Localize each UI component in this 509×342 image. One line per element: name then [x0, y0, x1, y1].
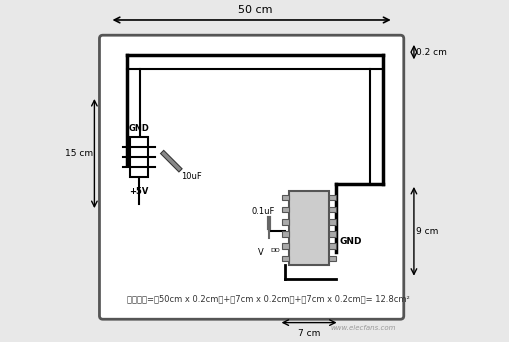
Text: www.elecfans.com: www.elecfans.com — [330, 325, 395, 331]
Text: 50 cm: 50 cm — [237, 5, 272, 15]
Text: 7 cm: 7 cm — [297, 329, 320, 338]
Bar — [281, 256, 288, 261]
Bar — [329, 207, 335, 212]
Bar — [281, 244, 288, 249]
Text: 10uF: 10uF — [180, 172, 201, 181]
Bar — [281, 231, 288, 237]
Bar — [130, 137, 148, 177]
Bar — [288, 191, 329, 265]
Bar — [329, 231, 335, 237]
Bar — [329, 244, 335, 249]
Text: 15 cm: 15 cm — [65, 149, 93, 158]
Bar — [329, 195, 335, 200]
Text: V: V — [258, 248, 264, 257]
Text: GND: GND — [339, 237, 361, 246]
Text: DD: DD — [270, 248, 279, 253]
FancyBboxPatch shape — [99, 35, 403, 319]
Text: +5V: +5V — [129, 187, 149, 196]
Bar — [281, 195, 288, 200]
Bar — [281, 219, 288, 225]
Text: 环路面积=（50cm x 0.2cm）+（7cm x 0.2cm）+（7cm x 0.2cm）= 12.8cm²: 环路面积=（50cm x 0.2cm）+（7cm x 0.2cm）+（7cm x… — [126, 294, 408, 303]
Text: 0.2 cm: 0.2 cm — [415, 48, 445, 57]
Bar — [329, 219, 335, 225]
Bar — [329, 256, 335, 261]
Bar — [281, 207, 288, 212]
Text: GND: GND — [128, 124, 149, 133]
Text: 9 cm: 9 cm — [415, 227, 437, 236]
Text: 0.1uF: 0.1uF — [251, 207, 274, 216]
